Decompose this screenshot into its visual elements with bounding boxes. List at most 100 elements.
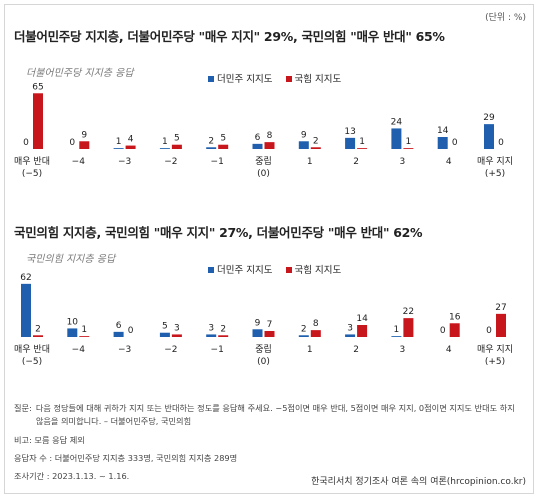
value-label-c1-s0-0: 0	[23, 138, 29, 148]
chart-2-subtitle: 국민의힘 지지층 응답	[26, 254, 116, 265]
bar-c1-s1-3	[171, 144, 182, 149]
value-label-c2-s1-1: 1	[81, 325, 87, 335]
value-label-c2-s1-4: 2	[220, 324, 226, 334]
legend-label-dem-2: 더민주 지지도	[217, 265, 273, 276]
note-base: 비고: 모름 응답 제외	[14, 435, 85, 445]
bar-c2-s1-7	[357, 325, 368, 337]
bar-c2-s1-5	[264, 331, 275, 337]
value-label-c1-s0-7: 13	[344, 127, 355, 137]
legend-swatch-ppp	[285, 75, 292, 82]
value-label-c2-s0-6: 2	[301, 324, 307, 334]
legend-label-ppp: 국힘 지지도	[294, 74, 342, 85]
tick-label-c1-7: 2	[353, 157, 359, 167]
tick-label-c1-0-b: (−5)	[22, 169, 42, 179]
tick-label-c2-9: 4	[446, 345, 452, 355]
chart-1-legend: 더민주 지지도 국힘 지지도	[208, 71, 351, 85]
value-label-c1-s1-1: 9	[81, 130, 87, 140]
value-label-c1-s0-5: 6	[255, 133, 261, 143]
value-label-c2-s1-10: 27	[495, 303, 506, 313]
value-label-c1-s0-1: 0	[69, 138, 75, 148]
bar-c1-s1-0	[33, 93, 43, 149]
tick-label-c2-7: 2	[353, 345, 359, 355]
tick-label-c2-0: 매우 반대	[14, 344, 50, 355]
value-label-c1-s0-2: 1	[116, 137, 122, 147]
legend-item-ppp-2: 국힘 지지도	[285, 265, 341, 276]
value-label-c2-s0-9: 0	[440, 326, 446, 336]
value-label-c2-s1-3: 3	[174, 323, 180, 333]
value-label-c1-s1-0: 65	[32, 82, 43, 92]
value-label-c1-s1-10: 0	[498, 138, 504, 148]
tick-label-c2-1: −4	[72, 345, 86, 355]
tick-label-c1-1: −4	[72, 157, 86, 167]
bar-c1-s0-2	[113, 148, 124, 149]
bar-c1-s1-8	[403, 148, 414, 149]
bar-c2-s1-6	[310, 330, 321, 337]
bar-c2-s0-1	[67, 328, 78, 337]
tick-label-c1-2: −3	[118, 157, 131, 167]
value-label-c1-s1-7: 1	[359, 137, 365, 147]
bar-c1-s1-6	[310, 147, 321, 149]
value-label-c2-s1-7: 14	[356, 314, 368, 324]
bar-c2-s1-3	[171, 334, 182, 337]
tick-label-c1-3: −2	[164, 157, 177, 167]
tick-label-c1-10-b: (+5)	[485, 169, 505, 179]
bar-c1-s0-9	[437, 137, 448, 149]
bar-c1-s0-8	[391, 128, 402, 149]
bar-c2-s0-7	[345, 334, 356, 337]
bar-c1-s0-7	[345, 137, 356, 149]
bar-c1-s1-4	[218, 144, 229, 149]
note-question: 질문: 다음 정당들에 대해 귀하가 지지 또는 반대하는 정도를 응답해 주세…	[14, 402, 524, 428]
note-period: 조사기간 : 2023.1.13. ~ 1.16.	[14, 471, 130, 481]
value-label-c2-s1-0: 2	[35, 324, 41, 334]
bar-c1-s1-1	[79, 141, 90, 149]
bar-c2-s0-6	[298, 335, 309, 337]
value-label-c2-s1-8: 22	[403, 307, 414, 317]
bar-c2-s1-0	[33, 335, 43, 337]
value-label-c1-s0-9: 14	[437, 126, 449, 136]
tick-label-c1-5: 중립	[255, 156, 272, 167]
value-label-c1-s0-3: 1	[162, 137, 168, 147]
value-label-c1-s1-3: 5	[174, 134, 180, 144]
bar-c1-s1-5	[264, 142, 275, 149]
value-label-c2-s1-5: 7	[267, 320, 273, 330]
tick-label-c2-5: 중립	[255, 344, 272, 355]
bar-c1-s0-6	[298, 141, 309, 149]
bar-c1-s0-5	[252, 143, 263, 149]
value-label-c1-s1-8: 1	[406, 137, 412, 147]
value-label-c1-s1-9: 0	[452, 138, 458, 148]
chart-2-title: 국민의힘 지지층, 국민의힘 "매우 지지" 27%, 더불어민주당 "매우 반…	[14, 225, 423, 240]
bar-c2-s0-5	[252, 329, 263, 337]
tick-label-c1-8: 3	[400, 157, 406, 167]
figure-frame	[4, 4, 534, 494]
legend-swatch-dem-2	[208, 266, 214, 273]
bar-c2-s1-4	[218, 335, 229, 337]
bar-c1-s1-2	[125, 145, 136, 149]
note-question-label: 질문:	[14, 403, 32, 413]
tick-label-c1-6: 1	[307, 157, 313, 167]
bar-c2-s0-0	[21, 283, 31, 337]
value-label-c2-s0-5: 9	[255, 318, 261, 328]
note-question-text: 다음 정당들에 대해 귀하가 지지 또는 반대하는 정도를 응답해 주세요. −…	[35, 403, 515, 426]
notes: 질문: 다음 정당들에 대해 귀하가 지지 또는 반대하는 정도를 응답해 주세…	[14, 402, 524, 483]
chart-2-legend: 더민주 지지도 국힘 지지도	[208, 262, 351, 276]
legend-item-dem: 더민주 지지도	[208, 74, 272, 85]
value-label-c1-s0-10: 29	[483, 113, 495, 123]
legend-swatch-ppp-2	[285, 266, 292, 273]
value-label-c2-s1-6: 8	[313, 319, 319, 329]
bar-c2-s1-1	[79, 336, 90, 337]
value-label-c2-s0-1: 10	[67, 317, 79, 327]
note-sample: 응답자 수 : 더불어민주당 지지층 333명, 국민의힘 지지층 289명	[14, 453, 238, 463]
value-label-c1-s1-4: 5	[220, 134, 226, 144]
value-label-c1-s0-8: 24	[391, 117, 403, 127]
source-credit: 한국리서치 정기조사 여론 속의 여론(hrcopinion.co.kr)	[311, 477, 526, 487]
tick-label-c1-4: −1	[211, 157, 224, 167]
value-label-c2-s1-2: 0	[128, 326, 134, 336]
tick-label-c1-9: 4	[446, 157, 452, 167]
tick-label-c1-5-b: (0)	[257, 169, 270, 179]
tick-label-c2-0-b: (−5)	[22, 357, 42, 367]
tick-label-c2-2: −3	[118, 345, 131, 355]
value-label-c2-s0-8: 1	[394, 325, 400, 335]
tick-label-c2-5-b: (0)	[257, 357, 270, 367]
